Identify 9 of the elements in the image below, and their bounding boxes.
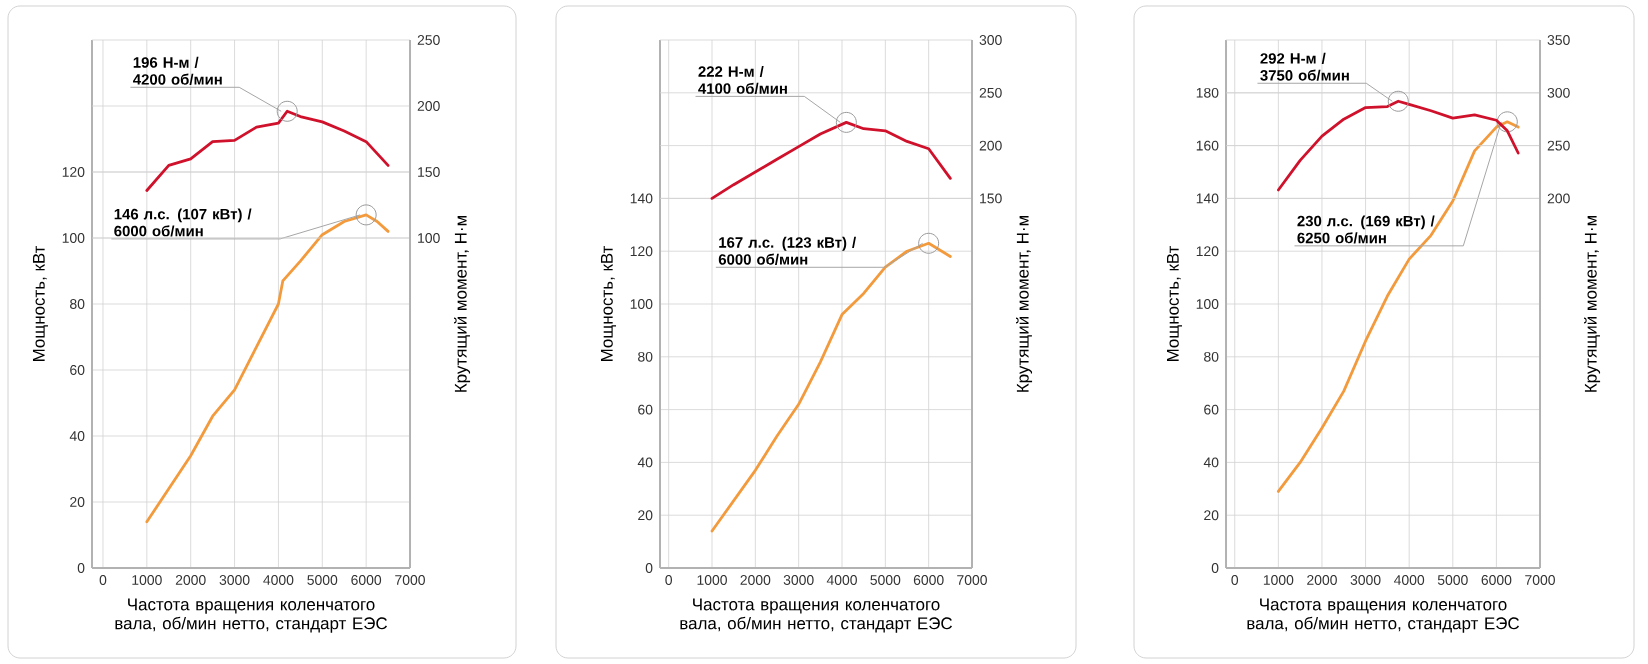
y2-axis-title: Крутящий момент, Н·м <box>1584 215 1601 392</box>
x-axis-title: Частота вращения коленчатого вала, об/мин нетто, стандарт ЕЭС <box>680 598 953 633</box>
y2-axis-title: Крутящий момент, Н·м <box>1016 215 1033 392</box>
y-axis-title: Мощность, кВт <box>600 245 617 362</box>
y2-axis-title: Крутящий момент, Н·м <box>454 215 471 392</box>
y-axis-title: Мощность, кВт <box>32 245 49 362</box>
y-axis-title: Мощность, кВт <box>1166 245 1183 362</box>
x-axis-title: Частота вращения коленчатого вала, об/мин нетто, стандарт ЕЭС <box>115 598 388 633</box>
x-axis-title: Частота вращения коленчатого вала, об/мин нетто, стандарт ЕЭС <box>1247 598 1520 633</box>
